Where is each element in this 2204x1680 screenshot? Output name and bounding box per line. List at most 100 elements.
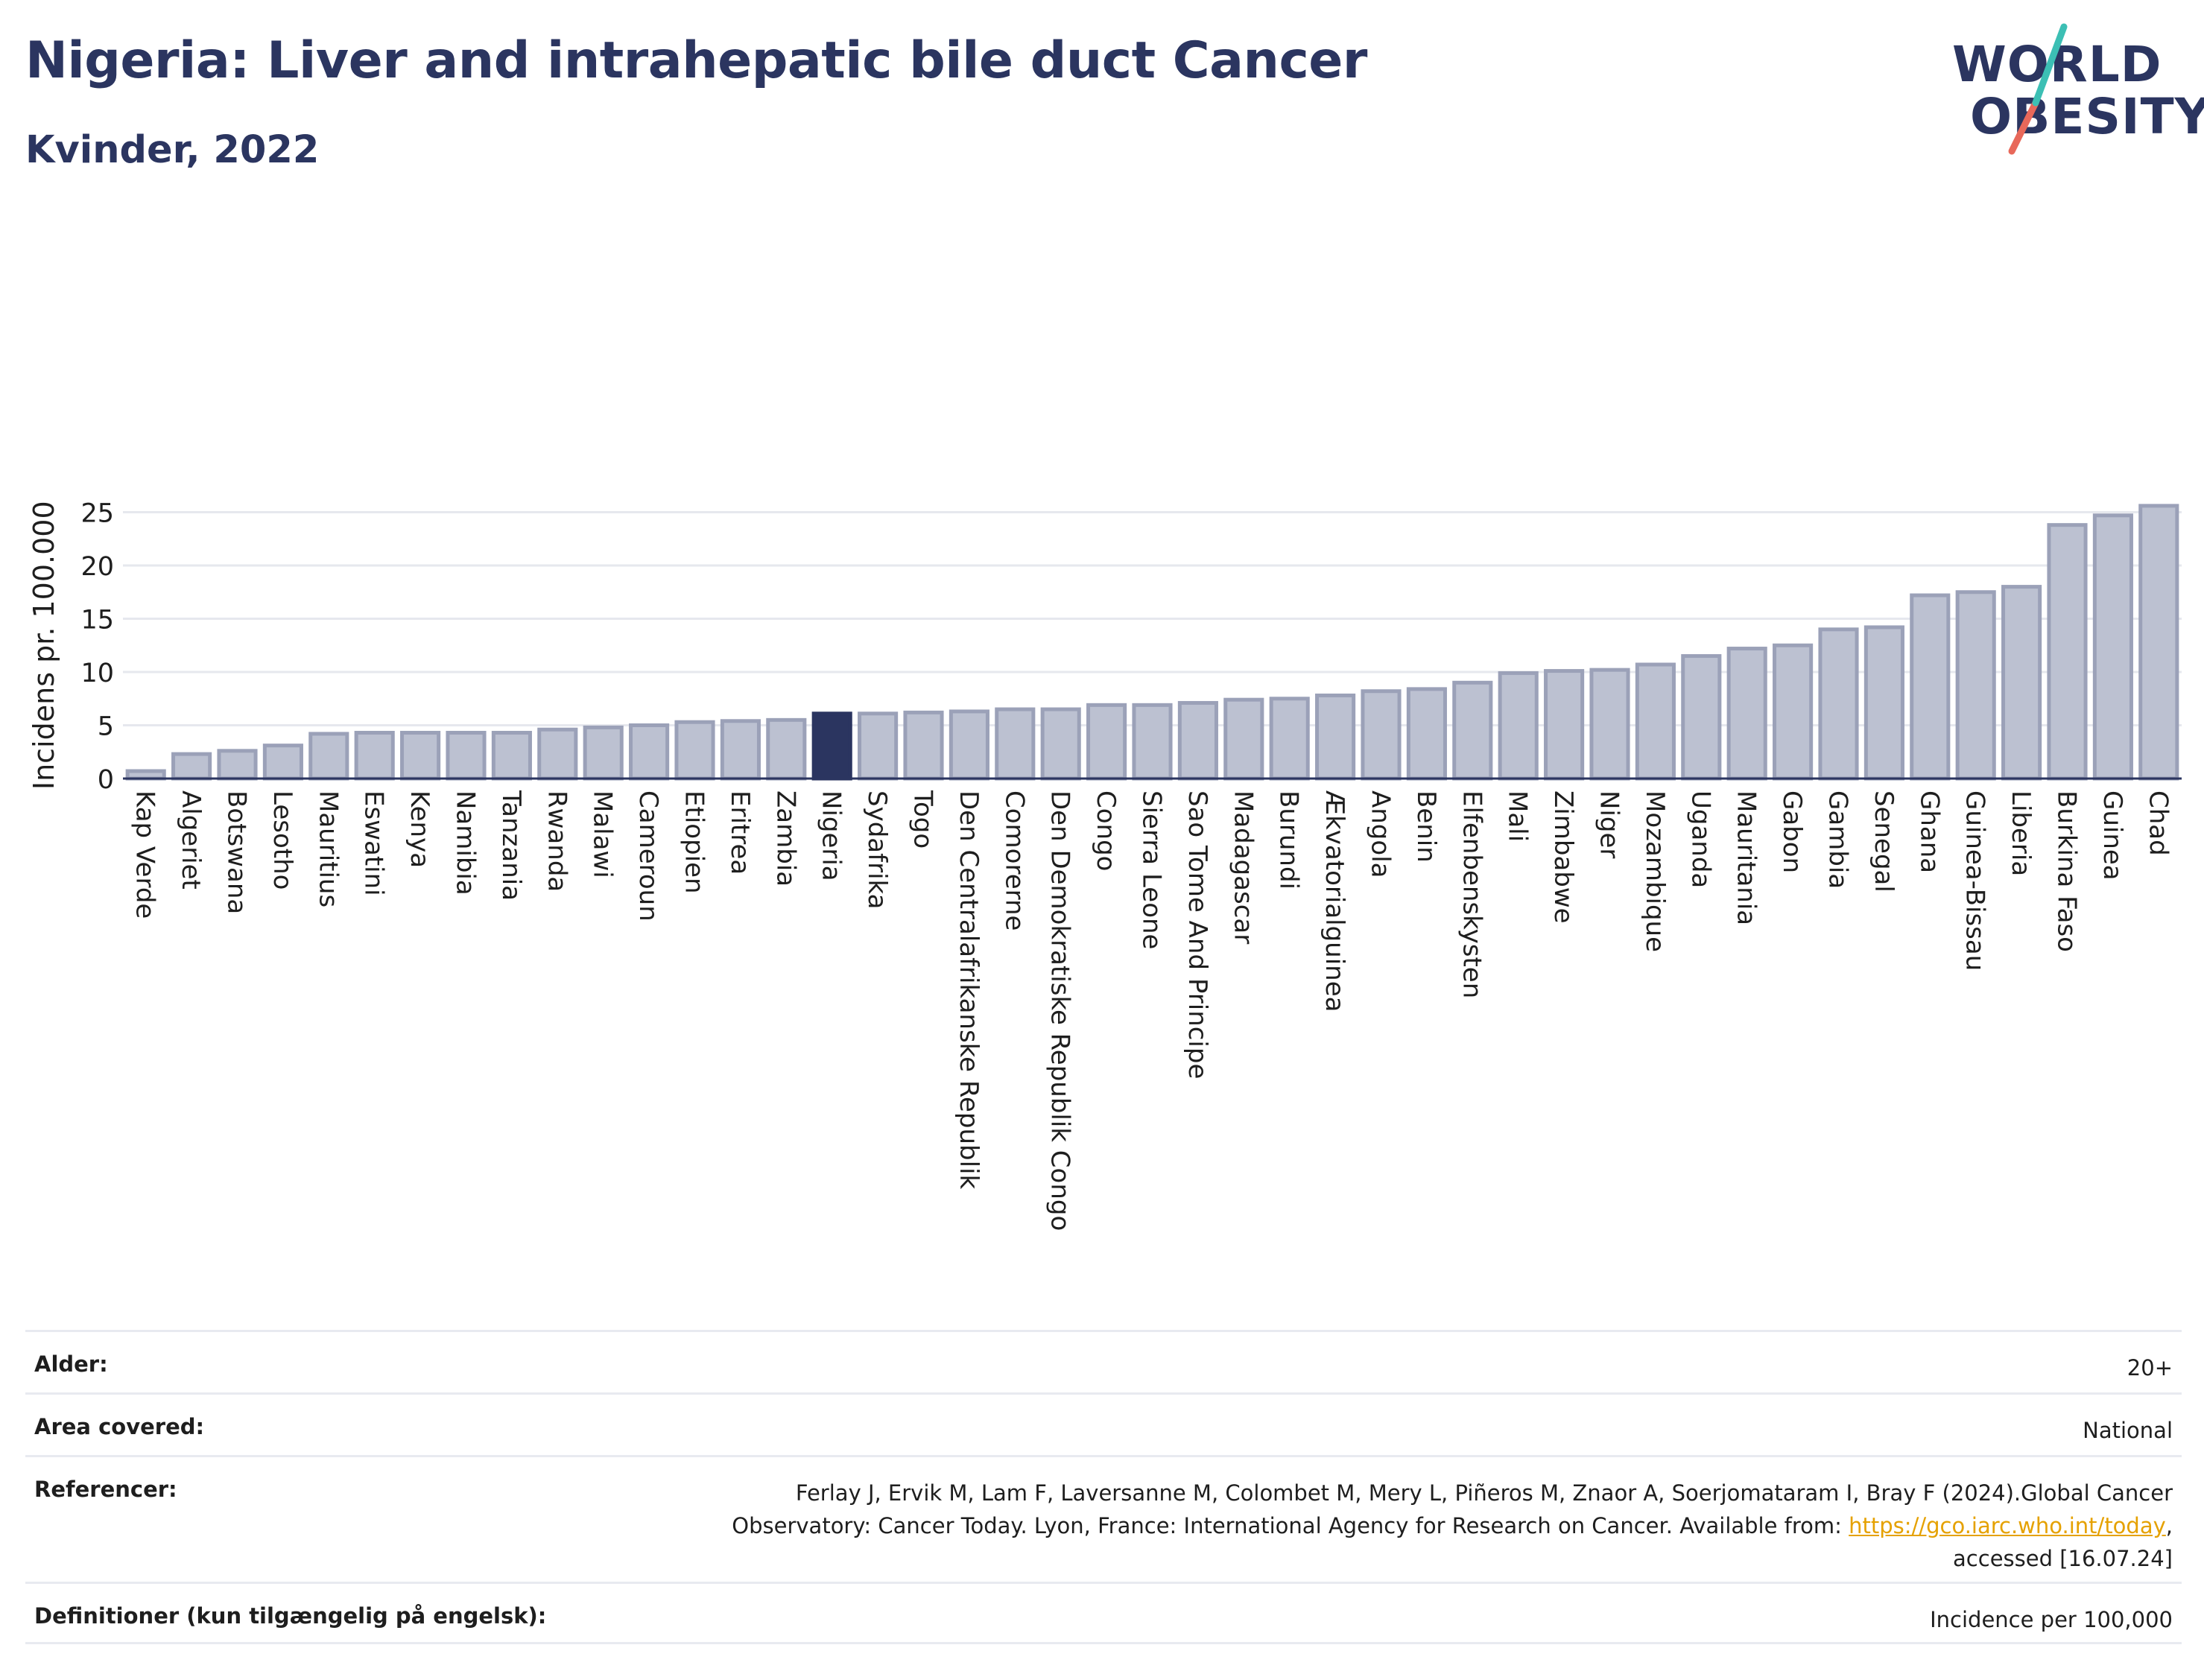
bar[interactable] — [491, 731, 532, 781]
bar[interactable] — [1955, 590, 1996, 781]
x-tick-label: Senegal — [1869, 790, 1899, 893]
x-tick-label: Mauritania — [1732, 790, 1761, 925]
y-tick-label: 25 — [80, 499, 114, 529]
x-axis-labels: Kap Verde Algeriet Botswana Lesotho Mauritiu… — [130, 790, 2173, 1231]
bar[interactable] — [1635, 662, 1676, 781]
bar[interactable] — [766, 717, 807, 781]
references-line-2-end: , — [2165, 1513, 2173, 1538]
x-tick-label: Cameroun — [633, 790, 663, 922]
bar[interactable] — [354, 731, 395, 781]
bar[interactable] — [1681, 654, 1722, 781]
x-tick-label: Kap Verde — [130, 790, 160, 919]
bar[interactable] — [1818, 627, 1859, 781]
y-tick-label: 10 — [80, 659, 114, 688]
x-tick-label: Den Centralafrikanske Republik — [954, 790, 984, 1189]
x-tick-label: Rwanda — [542, 790, 571, 892]
info-row-area: Area covered: National — [25, 1392, 2182, 1455]
x-tick-label: Eswatini — [359, 790, 389, 896]
bar[interactable] — [1589, 668, 1630, 781]
x-tick-label: Zambia — [770, 790, 800, 887]
bar[interactable] — [125, 769, 166, 781]
logo-slash-icon — [2008, 23, 2068, 155]
bar[interactable] — [1269, 697, 1310, 781]
bar[interactable] — [1773, 643, 1814, 781]
x-tick-label: Madagascar — [1228, 790, 1258, 944]
bar[interactable] — [1040, 707, 1081, 781]
bar[interactable] — [995, 707, 1036, 781]
x-tick-label: Nigeria — [817, 790, 846, 881]
x-tick-label: Guinea — [2097, 790, 2127, 881]
info-table: Alder: 20+ Area covered: National Refere… — [25, 1330, 2182, 1644]
bar[interactable] — [1452, 680, 1493, 781]
x-tick-label: Benin — [1411, 790, 1441, 863]
bar[interactable] — [308, 732, 349, 781]
x-tick-label: Kenya — [405, 790, 434, 868]
x-tick-label: Zimbabwe — [1548, 790, 1578, 924]
bar[interactable] — [1910, 593, 1951, 781]
y-tick-label: 0 — [98, 765, 114, 795]
x-tick-label: Uganda — [1685, 790, 1715, 888]
area-value: National — [2083, 1418, 2173, 1443]
x-tick-label: Botswana — [222, 790, 252, 914]
x-tick-label: Mali — [1503, 790, 1533, 842]
x-tick-label: Tanzania — [496, 790, 526, 901]
bar[interactable] — [1315, 693, 1356, 781]
info-row-references: Referencer: Ferlay J, Ervik M, Lam F, La… — [25, 1455, 2182, 1582]
bar[interactable] — [446, 731, 487, 781]
references-line-2: Observatory: Cancer Today. Lyon, France:… — [732, 1513, 1849, 1538]
bar[interactable] — [903, 710, 944, 781]
y-tick-label: 15 — [80, 606, 114, 635]
y-axis-label: Incidens pr. 100.000 — [28, 501, 60, 790]
area-label: Area covered: — [34, 1414, 205, 1439]
x-tick-label: Etiopien — [680, 790, 709, 894]
x-tick-label: Namibia — [451, 790, 481, 896]
x-tick-label: Congo — [1091, 790, 1121, 871]
bar[interactable] — [583, 725, 624, 781]
x-tick-label: Comorerne — [999, 790, 1029, 931]
bar[interactable] — [949, 709, 989, 781]
x-tick-label: Sao Tome And Principe — [1182, 790, 1212, 1079]
x-tick-label: Liberia — [2006, 790, 2036, 876]
x-tick-label: Eritrea — [725, 790, 755, 875]
bar[interactable] — [1863, 625, 1904, 781]
y-tick-label: 20 — [80, 552, 114, 582]
definitions-value: Incidence per 100,000 — [1930, 1607, 2173, 1632]
bar[interactable] — [1544, 669, 1585, 781]
gco-link[interactable]: https://gco.iarc.who.int/today — [1849, 1513, 2166, 1538]
y-axis-ticks: 0 5 10 15 20 25 — [80, 499, 114, 796]
chart-title: Nigeria: Liver and intrahepatic bile duc… — [25, 31, 1367, 90]
bar[interactable] — [171, 752, 212, 781]
bar[interactable] — [1177, 700, 1218, 781]
definitions-label: Definitioner (kun tilgængelig på engelsk… — [34, 1603, 547, 1629]
bar[interactable] — [217, 749, 258, 781]
bar[interactable] — [1498, 671, 1539, 781]
references-label: Referencer: — [34, 1477, 177, 1502]
bar[interactable] — [1361, 689, 1402, 781]
bar[interactable] — [1132, 703, 1173, 781]
bar[interactable] — [1406, 687, 1447, 781]
bars — [125, 504, 2179, 781]
references-line-1: Ferlay J, Ervik M, Lam F, Laversanne M, … — [795, 1480, 2173, 1506]
bar[interactable] — [811, 711, 852, 781]
bar-chart: 0 5 10 15 20 25 Kap Verde Algeriet Botswana Leso… — [28, 499, 2182, 1231]
world-obesity-logo: WORLD OBESITY — [1937, 21, 2204, 162]
bar[interactable] — [720, 719, 761, 781]
y-tick-label: 5 — [98, 712, 114, 742]
x-tick-label: Lesotho — [267, 790, 297, 890]
bar[interactable] — [2092, 513, 2133, 781]
x-tick-label: Ækvatorialguinea — [1320, 790, 1349, 1012]
bar[interactable] — [1223, 697, 1264, 781]
bar[interactable] — [1726, 647, 1767, 781]
bar[interactable] — [2001, 585, 2042, 781]
bar[interactable] — [2047, 523, 2088, 781]
bar[interactable] — [674, 720, 715, 781]
info-row-definitions: Definitioner (kun tilgængelig på engelsk… — [25, 1582, 2182, 1644]
bar[interactable] — [2138, 504, 2179, 781]
bar[interactable] — [400, 731, 441, 781]
bar[interactable] — [629, 723, 670, 781]
bar[interactable] — [858, 711, 899, 781]
bar[interactable] — [262, 744, 303, 781]
x-tick-label: Malawi — [588, 790, 618, 878]
bar[interactable] — [537, 727, 578, 781]
bar[interactable] — [1086, 703, 1127, 781]
